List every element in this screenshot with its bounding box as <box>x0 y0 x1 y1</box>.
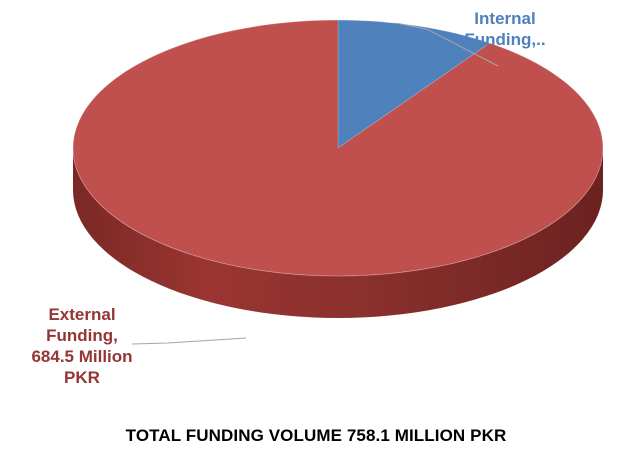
leader-line-external-funding <box>131 337 247 345</box>
slice-label-line: External <box>48 305 116 324</box>
external-funding-slice <box>72 19 604 277</box>
internal-funding-slice <box>337 19 491 149</box>
slice-label-line: 684.5 Million <box>31 347 133 366</box>
slice-label-line: Funding,.. <box>464 30 546 49</box>
leader-line-internal-funding <box>397 22 499 67</box>
pie-rim-highlight <box>72 19 604 277</box>
slice-label-internal-funding: Internal Funding,.. <box>440 8 570 50</box>
chart-title: TOTAL FUNDING VOLUME 758.1 MILLION PKR <box>125 426 507 445</box>
slice-label-line: PKR <box>64 368 100 387</box>
slice-label-line: Internal <box>474 9 536 28</box>
slice-label-external-funding: External Funding, 684.5 Million PKR <box>7 304 157 388</box>
external-funding-slice-side <box>73 148 603 318</box>
slice-label-line: Funding, <box>46 326 118 345</box>
